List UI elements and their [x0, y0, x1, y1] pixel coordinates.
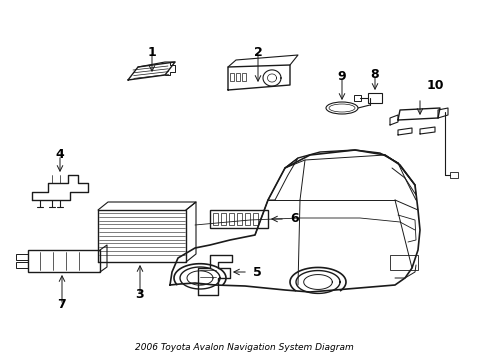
Bar [213, 213, 218, 225]
Bar [28, 250, 100, 272]
Bar [228, 213, 234, 225]
Bar [16, 262, 28, 268]
Text: 10: 10 [426, 79, 443, 92]
Bar [221, 213, 225, 225]
Text: 7: 7 [58, 298, 66, 311]
Bar [252, 213, 258, 225]
Bar [242, 73, 245, 81]
Text: 6: 6 [289, 212, 298, 225]
Text: 3: 3 [135, 288, 144, 302]
Text: 8: 8 [370, 68, 379, 81]
Text: 2: 2 [253, 45, 262, 58]
Bar [229, 73, 234, 81]
Text: 1: 1 [147, 45, 156, 58]
Bar [449, 172, 457, 178]
Bar [16, 254, 28, 260]
Bar [353, 95, 360, 101]
Text: 9: 9 [337, 71, 346, 84]
Bar [237, 213, 242, 225]
Bar [236, 73, 240, 81]
Text: 5: 5 [252, 266, 261, 279]
Text: 2006 Toyota Avalon Navigation System Diagram: 2006 Toyota Avalon Navigation System Dia… [135, 343, 353, 352]
Bar [367, 93, 381, 103]
Bar [244, 213, 249, 225]
Bar [389, 255, 417, 270]
Text: 4: 4 [56, 148, 64, 162]
Bar [209, 210, 267, 228]
